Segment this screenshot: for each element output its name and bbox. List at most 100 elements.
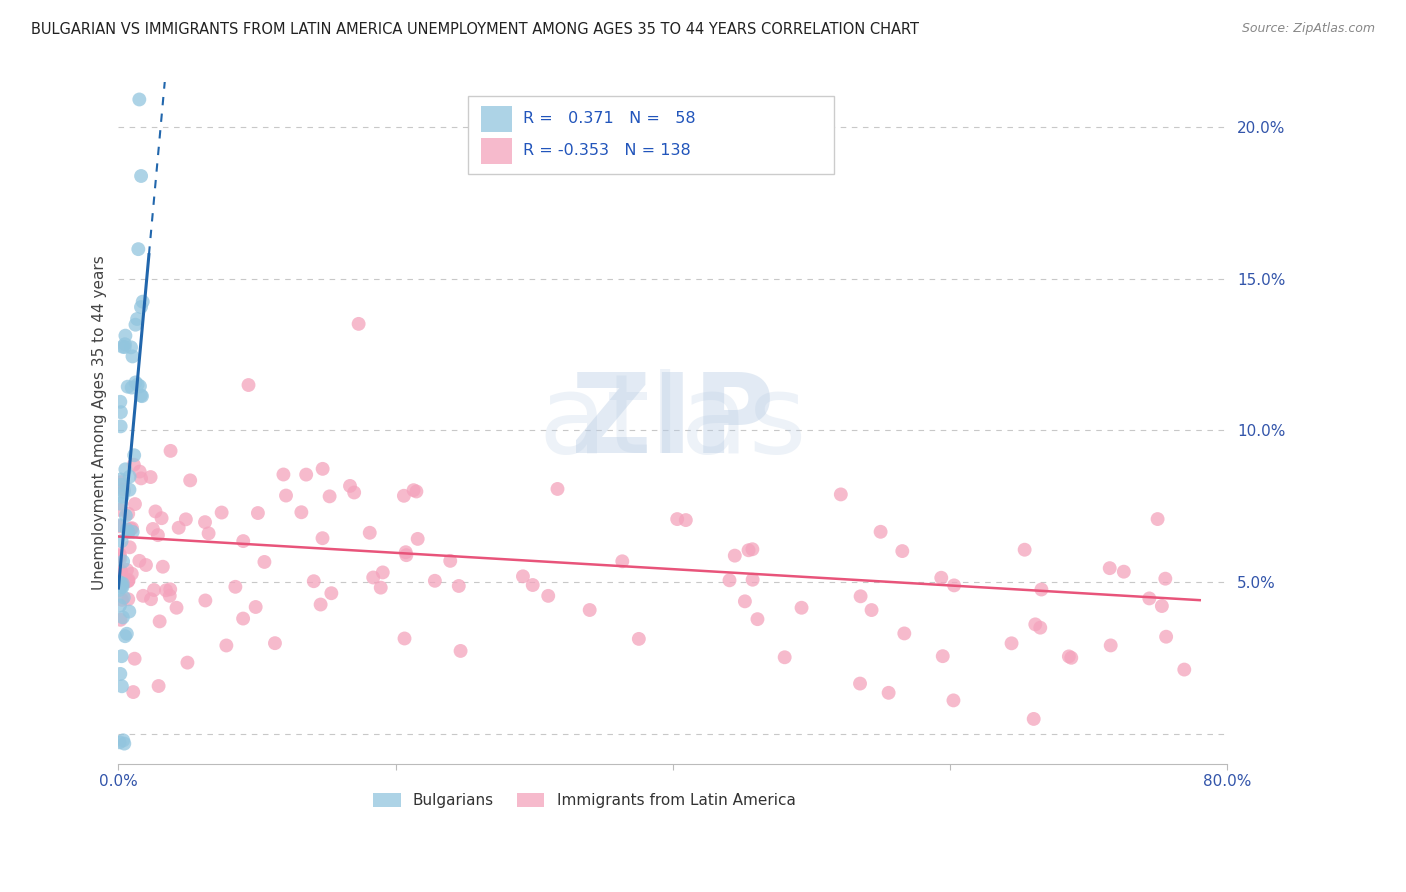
Immigrants from Latin America — [1031, 582, 1053, 597]
Bulgarians — [115, 508, 138, 523]
Immigrants from Latin America — [159, 589, 181, 603]
Immigrants from Latin America — [110, 565, 132, 579]
Immigrants from Latin America — [1000, 636, 1022, 650]
Immigrants from Latin America — [135, 558, 157, 572]
Bulgarians — [110, 649, 132, 664]
Immigrants from Latin America — [155, 583, 177, 598]
Immigrants from Latin America — [370, 581, 392, 595]
Immigrants from Latin America — [117, 574, 139, 588]
Immigrants from Latin America — [108, 519, 131, 533]
Immigrants from Latin America — [253, 555, 276, 569]
Bulgarians — [124, 376, 146, 390]
Immigrants from Latin America — [120, 522, 142, 536]
Immigrants from Latin America — [423, 574, 446, 588]
Immigrants from Latin America — [124, 497, 146, 511]
Immigrants from Latin America — [578, 603, 600, 617]
Immigrants from Latin America — [118, 541, 141, 555]
Text: ZIP: ZIP — [571, 369, 775, 476]
Immigrants from Latin America — [122, 685, 145, 699]
Immigrants from Latin America — [132, 589, 155, 603]
Immigrants from Latin America — [128, 554, 150, 568]
Immigrants from Latin America — [311, 462, 333, 476]
Bulgarians — [129, 169, 152, 183]
Bulgarians — [108, 574, 131, 589]
Immigrants from Latin America — [215, 639, 238, 653]
Bulgarians — [129, 379, 152, 393]
Bulgarians — [111, 679, 134, 693]
Immigrants from Latin America — [737, 543, 759, 558]
Immigrants from Latin America — [718, 574, 741, 588]
Bulgarians — [110, 472, 132, 486]
Immigrants from Latin America — [1014, 542, 1036, 557]
Immigrants from Latin America — [129, 471, 152, 485]
Immigrants from Latin America — [321, 586, 343, 600]
Bulgarians — [111, 580, 134, 594]
Immigrants from Latin America — [1112, 565, 1135, 579]
Bulgarians — [120, 340, 142, 354]
Immigrants from Latin America — [302, 574, 325, 589]
Immigrants from Latin America — [1022, 712, 1045, 726]
Bulgarians — [122, 448, 145, 462]
Text: R =   0.371   N =   58: R = 0.371 N = 58 — [523, 112, 696, 127]
Bulgarians — [112, 591, 135, 605]
Immigrants from Latin America — [724, 549, 747, 563]
Immigrants from Latin America — [402, 483, 425, 498]
Immigrants from Latin America — [943, 578, 966, 592]
Immigrants from Latin America — [371, 566, 394, 580]
Bulgarians — [110, 667, 132, 681]
Bulgarians — [115, 627, 138, 641]
Immigrants from Latin America — [1173, 663, 1195, 677]
Bulgarians — [110, 405, 132, 419]
Immigrants from Latin America — [392, 489, 415, 503]
Immigrants from Latin America — [112, 482, 135, 496]
Immigrants from Latin America — [295, 467, 318, 482]
Bulgarians — [118, 605, 141, 619]
Immigrants from Latin America — [627, 632, 650, 646]
Immigrants from Latin America — [447, 579, 470, 593]
Bulgarians — [117, 524, 139, 539]
Immigrants from Latin America — [450, 644, 472, 658]
Immigrants from Latin America — [339, 479, 361, 493]
Bulgarians — [110, 497, 132, 511]
Bulgarians — [110, 394, 132, 409]
Bulgarians — [132, 294, 155, 309]
Immigrants from Latin America — [942, 693, 965, 707]
Immigrants from Latin America — [290, 505, 312, 519]
Bulgarians — [114, 629, 136, 643]
Immigrants from Latin America — [347, 317, 370, 331]
Immigrants from Latin America — [1137, 591, 1160, 606]
Bulgarians — [110, 477, 132, 491]
Immigrants from Latin America — [224, 580, 246, 594]
Immigrants from Latin America — [790, 600, 813, 615]
Immigrants from Latin America — [747, 612, 769, 626]
Bulgarians — [141, 11, 163, 25]
Immigrants from Latin America — [877, 686, 900, 700]
Bulgarians — [115, 522, 138, 536]
Immigrants from Latin America — [547, 482, 569, 496]
Immigrants from Latin America — [675, 513, 697, 527]
Immigrants from Latin America — [238, 378, 260, 392]
Bulgarians — [114, 462, 136, 476]
Text: Source: ZipAtlas.com: Source: ZipAtlas.com — [1241, 22, 1375, 36]
Immigrants from Latin America — [891, 544, 914, 558]
Immigrants from Latin America — [118, 524, 141, 539]
Immigrants from Latin America — [108, 549, 131, 563]
Immigrants from Latin America — [111, 592, 134, 607]
Bulgarians — [131, 389, 153, 403]
Bulgarians — [118, 483, 141, 497]
Bulgarians — [111, 340, 134, 354]
Bulgarians — [117, 380, 139, 394]
Bulgarians — [110, 534, 132, 549]
FancyBboxPatch shape — [468, 95, 834, 174]
Bulgarians — [127, 312, 149, 326]
Immigrants from Latin America — [197, 526, 219, 541]
Immigrants from Latin America — [194, 515, 217, 529]
Immigrants from Latin America — [108, 552, 131, 566]
Immigrants from Latin America — [741, 542, 763, 557]
Immigrants from Latin America — [232, 534, 254, 549]
Immigrants from Latin America — [849, 589, 872, 603]
Immigrants from Latin America — [108, 547, 131, 561]
Immigrants from Latin America — [122, 458, 145, 472]
Immigrants from Latin America — [1029, 621, 1052, 635]
Immigrants from Latin America — [146, 528, 169, 542]
